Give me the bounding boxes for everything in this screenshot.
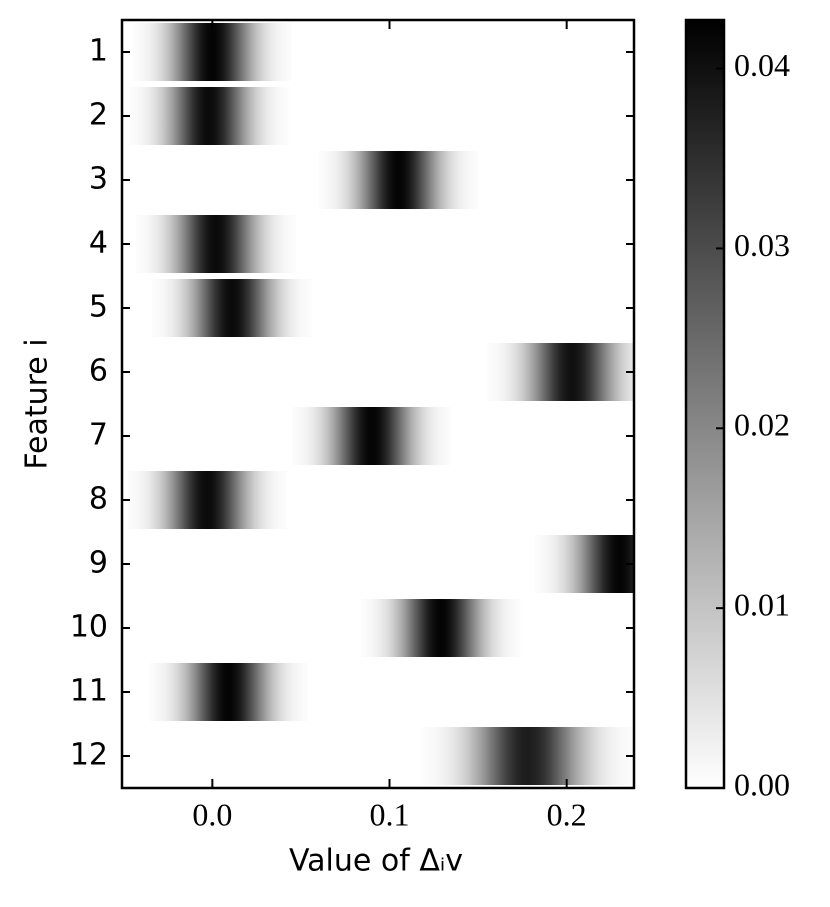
heat-row: [361, 599, 521, 657]
colorbar-tick-label: 0.01: [734, 586, 790, 622]
y-tick-label: 1: [89, 34, 108, 69]
colorbar-tick-label: 0.02: [734, 407, 790, 443]
colorbar-tick-label: 0.03: [734, 227, 790, 263]
heat-row: [534, 535, 634, 593]
y-tick-label: 11: [70, 674, 108, 709]
x-axis-label: Value of Δᵢv: [289, 844, 463, 879]
plot-area: [127, 23, 634, 785]
y-tick-label: 9: [89, 546, 108, 581]
y-tick-label: 7: [89, 418, 108, 453]
plot-frame: [120, 18, 636, 790]
heat-row: [129, 87, 289, 145]
heat-row: [152, 279, 312, 337]
heat-row: [136, 215, 296, 273]
y-tick-label: 8: [89, 482, 108, 517]
colorbar-tick-label: 0.00: [734, 766, 790, 802]
heat-row: [127, 471, 287, 529]
y-axis-label: Feature i: [20, 338, 55, 469]
colorbar: [684, 18, 726, 790]
x-tick-label: 0.2: [547, 796, 587, 832]
y-tick-label: 10: [70, 610, 108, 645]
x-tick-label: 0.0: [192, 796, 232, 832]
y-tick-label: 2: [89, 98, 108, 133]
heat-row: [132, 23, 293, 81]
y-tick-label: 5: [89, 290, 108, 325]
y-tick-label: 12: [70, 738, 108, 773]
heat-row: [148, 663, 309, 721]
y-tick-label: 4: [89, 226, 108, 261]
heat-row: [318, 151, 479, 209]
heat-row: [486, 343, 634, 401]
x-tick-label: 0.1: [370, 796, 410, 832]
heat-row: [421, 727, 634, 785]
y-tick-label: 6: [89, 354, 108, 389]
heat-row: [292, 407, 452, 465]
colorbar-tick-label: 0.04: [734, 47, 790, 83]
y-tick-label: 3: [89, 162, 108, 197]
